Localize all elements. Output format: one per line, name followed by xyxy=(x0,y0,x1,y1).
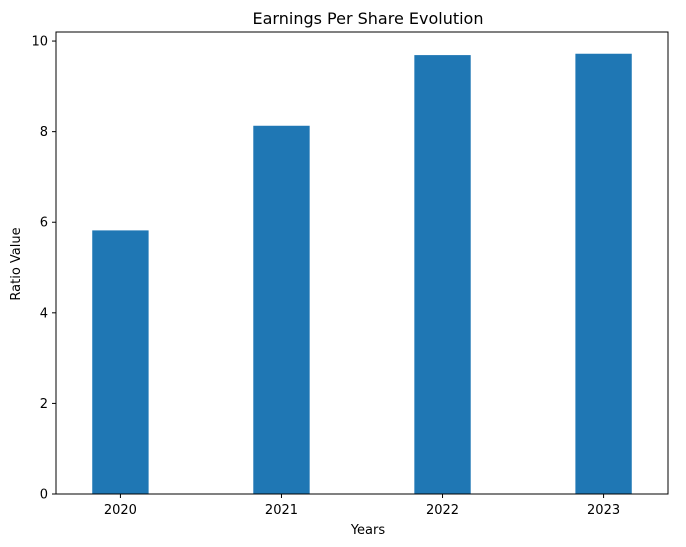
plot-area-frame xyxy=(55,31,669,495)
x-tick-label: 2023 xyxy=(587,503,620,518)
bar-2020 xyxy=(92,230,149,494)
x-axis-label: Years xyxy=(350,523,386,538)
bar-2022 xyxy=(414,55,471,494)
y-tick-label: 4 xyxy=(40,306,48,321)
y-tick-label: 10 xyxy=(31,35,48,50)
bar-2023 xyxy=(575,53,632,495)
y-tick-label: 0 xyxy=(40,488,48,503)
y-axis-label: Ratio Value xyxy=(9,227,24,300)
bars-group xyxy=(92,53,632,495)
chart-title: Earnings Per Share Evolution xyxy=(253,9,484,28)
x-tick-label: 2021 xyxy=(265,503,298,518)
y-axis-ticks: 0 2 4 6 8 10 xyxy=(31,35,56,503)
y-tick-label: 6 xyxy=(40,216,48,231)
x-axis-ticks: 2020 2021 2022 2023 xyxy=(104,494,620,518)
y-tick-label: 2 xyxy=(40,397,48,412)
x-tick-label: 2022 xyxy=(426,503,459,518)
bar-2021 xyxy=(253,125,310,494)
y-tick-label: 8 xyxy=(40,125,48,140)
x-tick-label: 2020 xyxy=(104,503,137,518)
